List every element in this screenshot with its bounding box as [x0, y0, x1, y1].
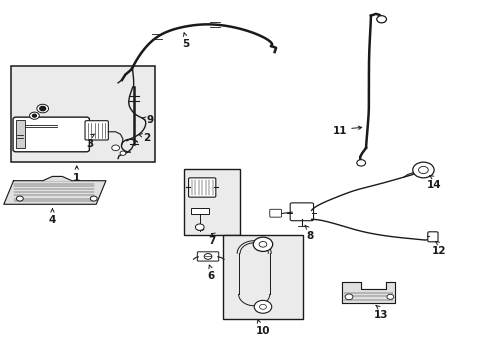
Text: 9: 9 — [146, 115, 153, 125]
Circle shape — [376, 16, 386, 23]
Circle shape — [386, 294, 393, 299]
FancyBboxPatch shape — [188, 178, 215, 197]
Bar — [16, 120, 25, 148]
Text: 5: 5 — [182, 39, 189, 49]
FancyBboxPatch shape — [197, 252, 218, 261]
Bar — [11, 66, 154, 162]
FancyBboxPatch shape — [289, 203, 313, 221]
Circle shape — [90, 196, 97, 201]
Circle shape — [40, 107, 45, 111]
Circle shape — [17, 196, 23, 201]
Circle shape — [112, 145, 119, 151]
Text: 1: 1 — [73, 173, 80, 183]
FancyBboxPatch shape — [85, 121, 108, 140]
Circle shape — [412, 162, 433, 178]
Circle shape — [120, 151, 125, 156]
Polygon shape — [341, 282, 394, 303]
Text: 2: 2 — [143, 133, 150, 143]
Text: 14: 14 — [426, 180, 441, 190]
Text: 13: 13 — [373, 310, 387, 320]
FancyBboxPatch shape — [427, 232, 437, 242]
Circle shape — [259, 242, 266, 247]
Circle shape — [37, 104, 48, 113]
Text: 4: 4 — [49, 215, 56, 225]
Circle shape — [259, 304, 266, 309]
Text: 6: 6 — [207, 271, 215, 282]
Text: 11: 11 — [332, 126, 347, 136]
Circle shape — [32, 114, 36, 117]
Circle shape — [254, 300, 271, 313]
Circle shape — [418, 166, 427, 174]
Text: 3: 3 — [86, 139, 94, 149]
Text: 12: 12 — [431, 246, 446, 256]
Bar — [191, 207, 209, 214]
Circle shape — [195, 224, 203, 230]
Circle shape — [253, 237, 272, 251]
FancyBboxPatch shape — [13, 117, 89, 152]
Circle shape — [30, 112, 39, 119]
Bar — [183, 169, 239, 235]
Polygon shape — [4, 181, 106, 204]
Text: 10: 10 — [255, 327, 270, 337]
Text: 7: 7 — [208, 237, 215, 247]
Bar — [222, 235, 302, 319]
Circle shape — [356, 159, 365, 166]
Polygon shape — [42, 176, 72, 181]
Circle shape — [345, 294, 352, 300]
Circle shape — [203, 253, 211, 259]
Text: 8: 8 — [306, 231, 313, 241]
FancyBboxPatch shape — [269, 209, 281, 217]
